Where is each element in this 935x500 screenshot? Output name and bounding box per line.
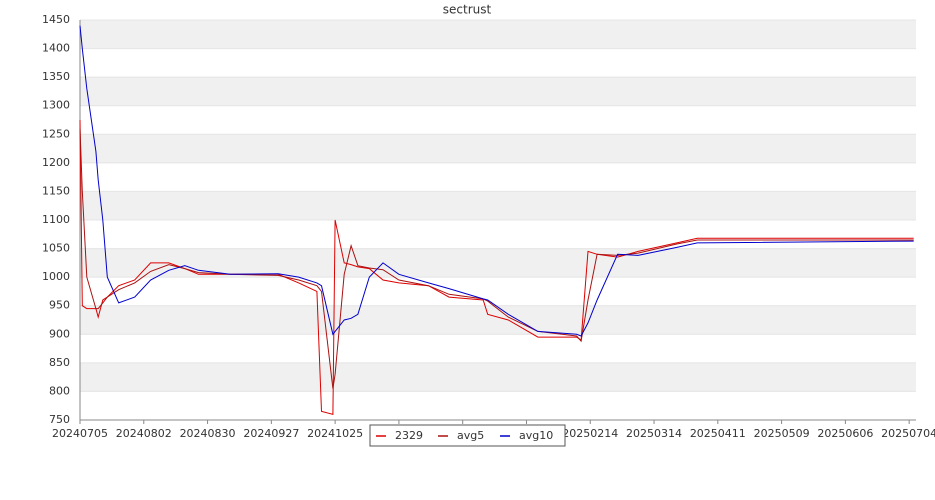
x-tick-label: 20250704 — [881, 427, 935, 440]
grid-band — [80, 305, 916, 335]
y-tick-label: 1150 — [42, 184, 70, 197]
x-tick-label: 20250509 — [754, 427, 810, 440]
y-tick-label: 1100 — [42, 213, 70, 226]
data-line — [79, 25, 914, 337]
y-tick-label: 850 — [49, 356, 70, 369]
legend-box — [369, 424, 566, 447]
legend-label: 2329 — [395, 429, 423, 442]
legend-label: avg5 — [457, 429, 484, 442]
y-tick-label: 950 — [49, 299, 70, 312]
x-tick-label: 20241025 — [307, 427, 363, 440]
y-tick-label: 1200 — [42, 156, 70, 169]
grid-band — [80, 134, 916, 163]
chart-title: sectrust — [443, 3, 492, 17]
y-tick-label: 1050 — [42, 242, 70, 255]
grid-band — [80, 77, 916, 106]
legend: 2329 avg5 avg10 — [369, 424, 566, 447]
y-tick-label: 800 — [49, 384, 70, 397]
y-tick-label: 1350 — [42, 70, 70, 83]
x-tick-label: 20250606 — [817, 427, 873, 440]
y-tick-label: 1000 — [42, 270, 70, 283]
x-tick-label: 20250214 — [562, 427, 618, 440]
data-line — [79, 128, 914, 389]
y-tick-label: 1400 — [42, 42, 70, 55]
data-line — [79, 119, 914, 415]
grid-band — [80, 362, 916, 392]
y-tick-label: 900 — [49, 327, 70, 340]
y-tick-label: 1450 — [42, 13, 70, 26]
grid-band — [80, 20, 916, 49]
x-tick-label: 20250411 — [690, 427, 746, 440]
y-tick-label: 750 — [49, 413, 70, 426]
grid-band — [80, 248, 916, 278]
x-tick-label: 20240705 — [52, 427, 108, 440]
grid-band — [80, 191, 916, 220]
y-tick-label: 1300 — [42, 99, 70, 112]
legend-label: avg10 — [519, 429, 553, 442]
y-tick-label: 1250 — [42, 127, 70, 140]
x-tick-label: 20240830 — [180, 427, 236, 440]
x-tick-label: 20250314 — [626, 427, 682, 440]
x-tick-label: 20240802 — [116, 427, 172, 440]
x-tick-label: 20240927 — [243, 427, 299, 440]
